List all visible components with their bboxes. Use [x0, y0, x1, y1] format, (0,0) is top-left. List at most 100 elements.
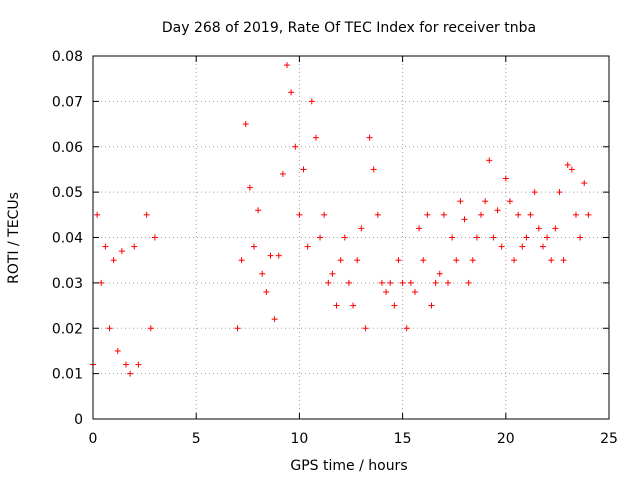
data-point: [255, 207, 262, 214]
data-point: [238, 257, 245, 264]
x-axis-ticks: 0 5 10 15 20 25: [89, 56, 618, 447]
data-point: [482, 198, 489, 205]
data-point: [465, 279, 472, 286]
data-point: [284, 62, 291, 69]
y-tick-label: 0: [74, 412, 83, 428]
y-axis-label: ROTI / TECUs: [6, 192, 22, 284]
data-point: [362, 325, 369, 332]
data-point: [395, 257, 402, 264]
data-point: [123, 361, 130, 368]
data-point: [449, 234, 456, 241]
data-point: [572, 211, 579, 218]
data-point: [478, 211, 485, 218]
data-point: [511, 257, 518, 264]
x-tick-label: 0: [89, 431, 98, 447]
x-tick-label: 25: [600, 431, 618, 447]
data-point: [127, 370, 134, 377]
data-point: [345, 279, 352, 286]
data-point: [519, 243, 526, 250]
data-point: [110, 257, 117, 264]
data-point: [552, 225, 559, 232]
data-point: [556, 189, 563, 196]
data-point: [366, 134, 373, 141]
y-tick-label: 0.02: [52, 321, 83, 337]
data-point: [494, 207, 501, 214]
data-point: [259, 270, 266, 277]
data-point: [98, 279, 105, 286]
data-point: [391, 302, 398, 309]
data-point: [560, 257, 567, 264]
data-point: [151, 234, 158, 241]
y-tick-label: 0.01: [52, 367, 83, 383]
data-point: [131, 243, 138, 250]
x-axis-label: GPS time / hours: [290, 458, 407, 474]
data-point: [428, 302, 435, 309]
data-point: [515, 211, 522, 218]
data-point: [296, 211, 303, 218]
data-point: [242, 121, 249, 128]
data-point: [436, 270, 443, 277]
data-point: [585, 211, 592, 218]
data-point: [420, 257, 427, 264]
data-point: [304, 243, 311, 250]
data-point: [577, 234, 584, 241]
y-tick-label: 0.08: [52, 49, 83, 65]
data-point: [445, 279, 452, 286]
data-point: [94, 211, 101, 218]
data-point: [114, 347, 121, 354]
data-point: [469, 257, 476, 264]
data-point: [387, 279, 394, 286]
data-point: [486, 157, 493, 164]
data-point: [531, 189, 538, 196]
data-point: [300, 166, 307, 173]
data-point: [246, 184, 253, 191]
data-point: [275, 252, 282, 259]
data-point: [411, 288, 418, 295]
data-point: [403, 325, 410, 332]
data-point: [498, 243, 505, 250]
data-point: [341, 234, 348, 241]
x-tick-label: 15: [394, 431, 412, 447]
data-point: [267, 252, 274, 259]
data-point: [106, 325, 113, 332]
data-point: [102, 243, 109, 250]
data-point: [333, 302, 340, 309]
data-point: [581, 180, 588, 187]
data-point: [374, 211, 381, 218]
data-point: [292, 143, 299, 150]
data-point: [358, 225, 365, 232]
data-point: [370, 166, 377, 173]
data-point: [143, 211, 150, 218]
data-point: [378, 279, 385, 286]
data-point: [350, 302, 357, 309]
data-point: [502, 175, 509, 182]
data-point: [135, 361, 142, 368]
chart-title: Day 268 of 2019, Rate Of TEC Index for r…: [162, 20, 536, 36]
data-point: [147, 325, 154, 332]
data-point: [461, 216, 468, 223]
data-point: [383, 288, 390, 295]
data-points: [90, 62, 592, 377]
data-point: [473, 234, 480, 241]
x-tick-label: 10: [290, 431, 308, 447]
data-point: [308, 98, 315, 105]
data-point: [424, 211, 431, 218]
data-point: [321, 211, 328, 218]
y-tick-label: 0.03: [52, 276, 83, 292]
y-tick-label: 0.04: [52, 231, 83, 247]
y-tick-label: 0.05: [52, 185, 83, 201]
data-point: [506, 198, 513, 205]
data-point: [432, 279, 439, 286]
data-point: [288, 89, 295, 96]
data-point: [263, 288, 270, 295]
data-point: [568, 166, 575, 173]
data-point: [325, 279, 332, 286]
data-point: [279, 170, 286, 177]
y-tick-label: 0.07: [52, 94, 83, 110]
data-point: [527, 211, 534, 218]
data-point: [312, 134, 319, 141]
data-point: [234, 325, 241, 332]
x-tick-label: 5: [192, 431, 201, 447]
data-point: [490, 234, 497, 241]
